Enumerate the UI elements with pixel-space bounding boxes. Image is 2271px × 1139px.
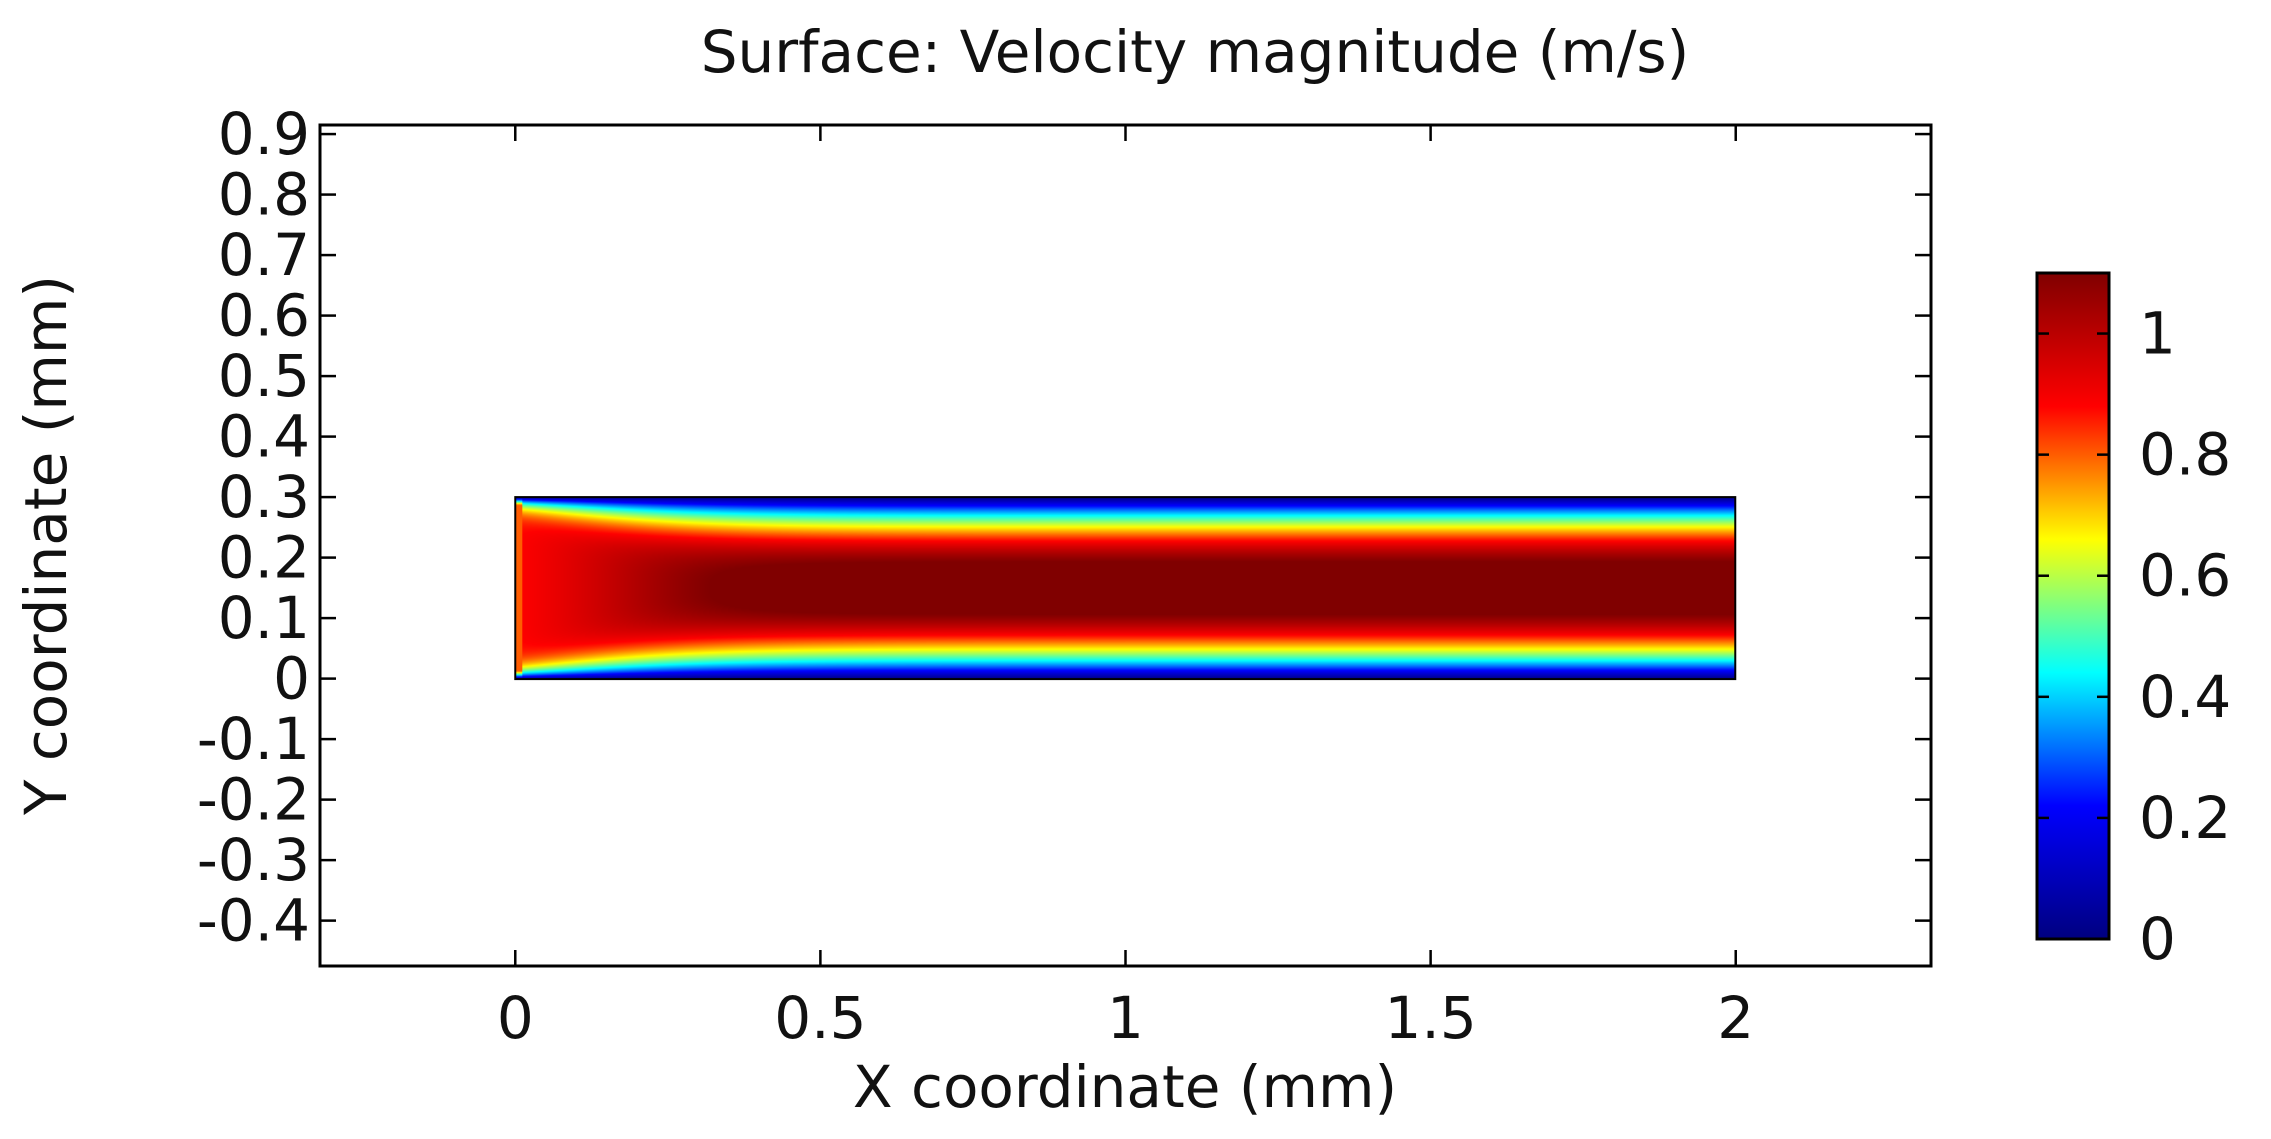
y-tick-label: -0.3 — [197, 826, 310, 894]
channel-domain-outline — [514, 496, 1737, 681]
colorbar-tick-label: 0.8 — [2139, 421, 2231, 489]
y-tick-label: -0.1 — [197, 705, 310, 773]
y-tick-label: 0.6 — [218, 282, 310, 350]
x-axis-label: X coordinate (mm) — [853, 1053, 1397, 1121]
y-tick-label: 0.1 — [218, 584, 310, 652]
x-tick-label: 0 — [497, 984, 534, 1052]
y-tick-label: 0.2 — [218, 524, 310, 592]
y-tick-label: -0.2 — [197, 766, 310, 834]
y-tick-label: -0.4 — [197, 887, 310, 955]
y-tick-label: 0.3 — [218, 463, 310, 531]
y-tick-label: 0.4 — [218, 403, 310, 471]
x-tick-label: 1 — [1107, 984, 1144, 1052]
y-tick-label: 0.5 — [218, 342, 310, 410]
y-axis: 0.90.80.70.60.50.40.30.20.10-0.1-0.2-0.3… — [197, 100, 1931, 955]
colorbar-tick-label: 0.2 — [2139, 784, 2231, 852]
y-axis-label: Y coordinate (mm) — [12, 275, 80, 816]
y-tick-label: 0 — [273, 645, 310, 713]
colorbar-tick-label: 0.4 — [2139, 663, 2231, 731]
colorbar-tick-label: 1 — [2139, 300, 2176, 368]
x-axis: 0 0.5 1 1.5 2 — [497, 125, 1754, 1052]
y-tick-label: 0.7 — [218, 221, 310, 289]
x-tick-label: 0.5 — [774, 984, 866, 1052]
velocity-surface — [515, 497, 1736, 680]
chart-title: Surface: Velocity magnitude (m/s) — [701, 18, 1690, 86]
colorbar — [2035, 271, 2111, 941]
colorbar-tick-label: 0.6 — [2139, 542, 2231, 610]
y-tick-label: 0.9 — [218, 100, 310, 168]
colorbar-ticks: 0 0.2 0.4 0.6 0.8 1 — [2037, 300, 2231, 973]
y-tick-label: 0.8 — [218, 161, 310, 229]
colorbar-tick-label: 0 — [2139, 905, 2176, 973]
x-tick-label: 1.5 — [1384, 984, 1476, 1052]
x-tick-label: 2 — [1717, 984, 1754, 1052]
